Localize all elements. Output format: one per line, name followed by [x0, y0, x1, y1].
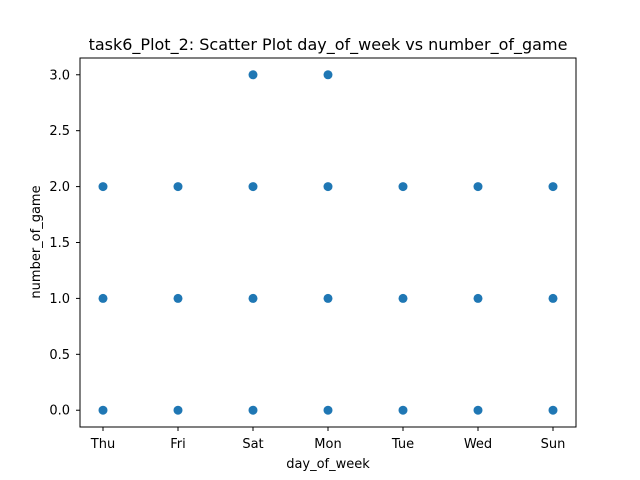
x-tick-label-tue: Tue — [391, 437, 414, 452]
data-point-mon-2 — [323, 182, 333, 192]
data-point-sat-1 — [248, 293, 258, 303]
x-tick-label-wed: Wed — [464, 437, 492, 452]
data-point-tue-1 — [398, 293, 408, 303]
data-point-thu-1 — [98, 293, 108, 303]
data-point-wed-0 — [473, 405, 483, 415]
data-point-fri-1 — [173, 293, 183, 303]
data-point-thu-2 — [98, 182, 108, 192]
data-point-mon-3 — [323, 70, 333, 80]
y-tick-label-3: 1.5 — [49, 236, 70, 251]
x-tick-label-fri: Fri — [170, 437, 186, 452]
data-point-tue-0 — [398, 405, 408, 415]
data-point-sat-0 — [248, 405, 258, 415]
y-tick-label-0: 0.0 — [49, 404, 70, 419]
x-tick-label-sat: Sat — [242, 437, 263, 452]
x-axis: Thu Fri Sat Mon Tue Wed Sun — [90, 427, 566, 452]
plot-area-frame — [79, 57, 577, 428]
x-tick-label-sun: Sun — [541, 437, 566, 452]
data-point-wed-2 — [473, 182, 483, 192]
data-point-fri-2 — [173, 182, 183, 192]
x-axis-label: day_of_week — [286, 457, 370, 472]
data-point-mon-1 — [323, 293, 333, 303]
y-tick-label-2: 1.0 — [49, 292, 70, 307]
data-point-mon-0 — [323, 405, 333, 415]
x-tick-label-mon: Mon — [314, 437, 341, 452]
data-points — [98, 70, 558, 415]
y-tick-label-4: 2.0 — [49, 180, 70, 195]
data-point-thu-0 — [98, 405, 108, 415]
data-point-sat-3 — [248, 70, 258, 80]
data-point-tue-2 — [398, 182, 408, 192]
y-tick-label-6: 3.0 — [49, 68, 70, 83]
data-point-sun-1 — [548, 293, 558, 303]
y-tick-label-5: 2.5 — [49, 124, 70, 139]
y-axis-label: number_of_game — [29, 185, 44, 298]
y-tick-label-1: 0.5 — [49, 348, 70, 363]
chart-title: task6_Plot_2: Scatter Plot day_of_week v… — [89, 35, 568, 55]
x-tick-label-thu: Thu — [90, 437, 115, 452]
data-point-sat-2 — [248, 182, 258, 192]
data-point-sun-2 — [548, 182, 558, 192]
data-point-fri-0 — [173, 405, 183, 415]
data-point-wed-1 — [473, 293, 483, 303]
data-point-sun-0 — [548, 405, 558, 415]
y-axis: 0.0 0.5 1.0 1.5 2.0 2.5 3.0 — [49, 68, 80, 419]
